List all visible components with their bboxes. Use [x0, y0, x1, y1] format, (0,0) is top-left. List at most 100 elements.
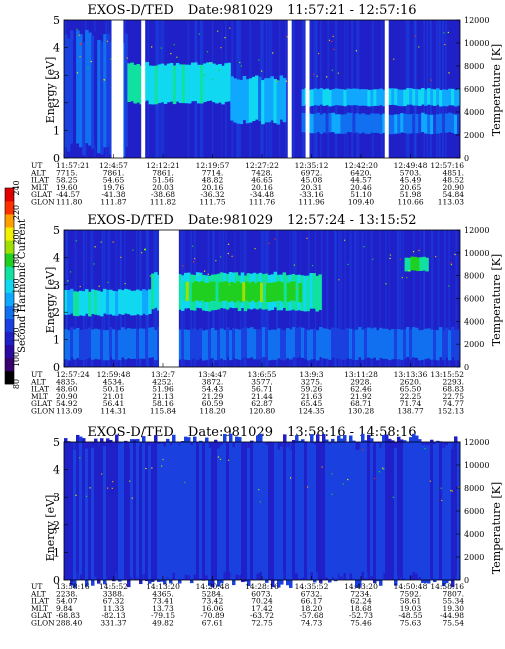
texture-streak — [353, 230, 355, 367]
band-cell — [410, 256, 414, 271]
colorbar-swatch — [5, 266, 14, 280]
texture-streak — [437, 230, 440, 367]
spectrogram-dot — [295, 287, 297, 289]
band-cell — [442, 448, 446, 587]
band-cell — [274, 442, 278, 581]
texture-streak — [350, 230, 352, 367]
spectrogram-dot — [258, 59, 260, 61]
band-cell — [346, 88, 350, 106]
spectrogram-dot — [316, 75, 318, 77]
band-cell — [233, 78, 237, 123]
band-cell — [334, 114, 338, 134]
ut-cell: 18.68 — [350, 604, 372, 613]
band-cell — [425, 257, 429, 272]
band-cell — [187, 329, 191, 361]
band-cell — [430, 114, 434, 135]
ut-row-name: GLON — [31, 407, 55, 416]
spectrogram-dot — [331, 493, 333, 495]
ut-cell: 13:15:52 — [430, 370, 464, 379]
band-cell — [67, 441, 71, 580]
band-cell — [142, 289, 146, 314]
spectrogram-dot — [268, 242, 270, 245]
spectrogram-dot — [253, 281, 255, 284]
spectrogram-dot — [347, 478, 349, 481]
band-cell — [136, 64, 140, 103]
band-cell — [214, 330, 218, 361]
ut-cell: 51.98 — [400, 190, 422, 199]
spectrogram-band — [127, 61, 231, 105]
y-tick-label: 2 — [53, 306, 60, 319]
ut-cell: 109.40 — [348, 198, 374, 207]
band-cell — [301, 89, 306, 106]
band-cell — [103, 446, 107, 585]
spectrogram-dot — [342, 483, 344, 485]
colorbar-swatch — [5, 279, 14, 293]
band-cell — [115, 330, 119, 361]
colorbar-swatch — [5, 253, 14, 267]
ut-cell: 75.46 — [350, 619, 372, 628]
band-cell — [187, 437, 191, 576]
texture-streak — [356, 230, 359, 367]
band-cell — [439, 113, 443, 133]
spectrogram-dot — [276, 80, 279, 82]
ut-cell: -44.98 — [440, 611, 464, 620]
band-cell — [276, 80, 281, 125]
band-cell — [382, 434, 386, 573]
band-cell — [151, 65, 156, 105]
band-cell — [382, 328, 386, 359]
band-cell — [379, 447, 383, 586]
y-tick-label: 3 — [53, 69, 60, 82]
spectrogram-dot — [207, 273, 209, 275]
band-cell — [211, 327, 215, 359]
band-cell — [136, 329, 140, 360]
band-cell — [224, 63, 228, 102]
ut-row-name: MLT — [31, 392, 48, 401]
band-cell — [235, 328, 239, 360]
ut-cell: -52.73 — [349, 611, 373, 620]
band-cell — [109, 41, 113, 155]
texture-streak — [363, 20, 366, 158]
band-cell — [217, 329, 221, 360]
band-cell — [352, 329, 356, 361]
spectrogram-dot — [101, 473, 103, 475]
texture-streak — [365, 230, 367, 367]
band-cell — [232, 447, 236, 586]
ut-cell: 14:43:20 — [344, 582, 378, 591]
spectrogram-dot — [440, 487, 442, 489]
band-cell — [300, 275, 304, 311]
band-cell — [109, 327, 113, 358]
band-cell — [418, 439, 422, 578]
band-cell — [373, 327, 377, 358]
ut-cell: 54.43 — [202, 385, 224, 394]
band-cell — [211, 449, 215, 588]
ut-cell: 12:12:21 — [146, 161, 180, 170]
band-cell — [373, 89, 377, 106]
band-cell — [64, 438, 68, 577]
spectrogram-dot — [408, 270, 410, 272]
band-cell — [64, 290, 68, 315]
y2-tick-label: 2000 — [464, 131, 484, 140]
band-cell — [322, 89, 327, 106]
band-cell — [409, 329, 413, 360]
ut-cell: 6972. — [301, 168, 322, 177]
band-cell — [106, 330, 110, 361]
ut-cell: 13:9:3 — [299, 370, 323, 379]
ut-cell: 54.84 — [443, 190, 465, 199]
spectrogram-dot — [228, 284, 231, 286]
band-cell — [289, 449, 293, 588]
texture-streak — [338, 230, 341, 367]
band-cell — [442, 330, 446, 361]
band-cell — [409, 114, 413, 134]
band-cell — [196, 330, 200, 361]
band-cell — [277, 328, 281, 359]
band-cell — [448, 330, 452, 361]
band-cell — [343, 89, 347, 107]
spectrogram-dot — [80, 43, 82, 46]
band-cell — [76, 327, 80, 359]
band-cell — [448, 442, 452, 581]
band-cell — [236, 79, 241, 124]
band-cell — [436, 88, 440, 105]
band-cell — [439, 327, 443, 358]
spectrogram-dot — [227, 243, 230, 245]
spectrogram-dot — [227, 459, 230, 461]
